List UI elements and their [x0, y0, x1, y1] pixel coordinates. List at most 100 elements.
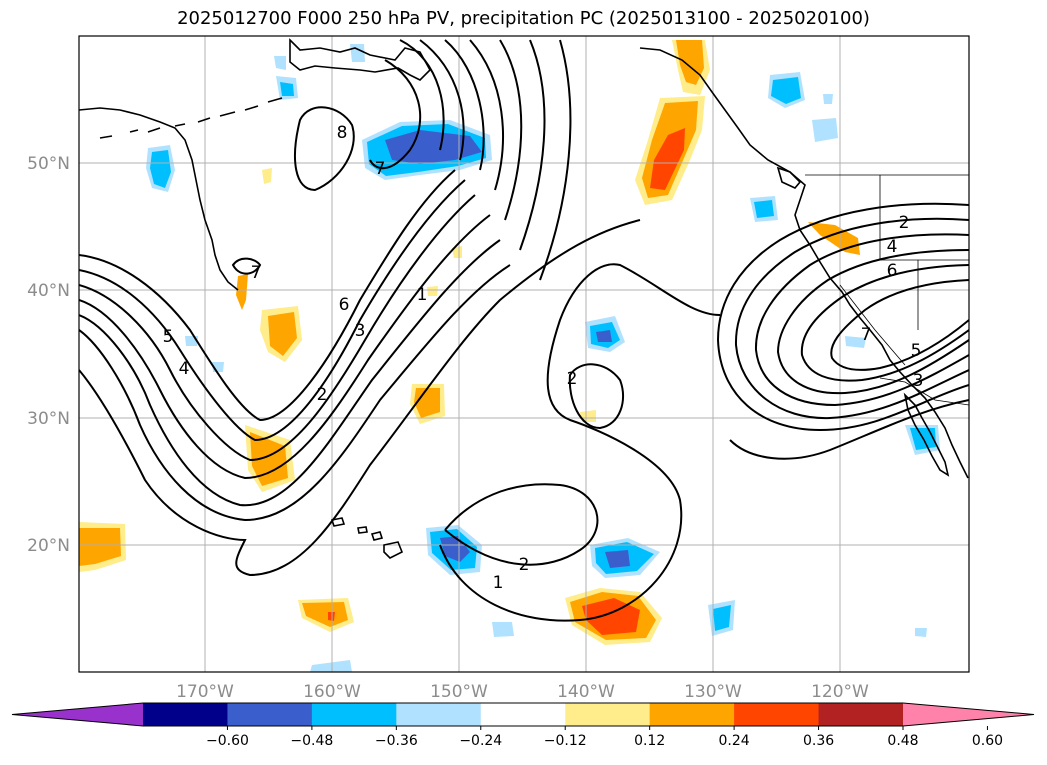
- contour-label: 8: [337, 123, 348, 143]
- state-borders: [805, 174, 969, 406]
- contour-label: 4: [179, 359, 190, 379]
- pv-contour: [79, 179, 466, 442]
- precip-negative-area: [280, 82, 294, 96]
- lon-label: 160°W: [303, 682, 361, 702]
- pv-contour: [469, 39, 504, 191]
- contour-label: 5: [911, 341, 922, 361]
- hawaii-islands: [330, 517, 404, 559]
- pv-contour: [231, 257, 262, 275]
- lon-label: 120°W: [811, 682, 869, 702]
- coastlines: [79, 38, 969, 559]
- latitude-labels: 50°N 40°N 30°N 20°N: [27, 154, 70, 556]
- colorbar-tick-label: −0.12: [544, 733, 587, 749]
- lon-label: 170°W: [176, 682, 234, 702]
- precip-negative-area: [310, 660, 352, 672]
- pv-contour: [294, 106, 355, 192]
- pv-contour: [568, 363, 625, 430]
- contour-label: 7: [251, 263, 262, 283]
- contour-label: 7: [375, 159, 386, 179]
- colorbar-segment: [311, 703, 397, 726]
- pv-contour: [79, 219, 641, 577]
- vancouver-island: [776, 166, 802, 189]
- colorbar-segment: [143, 703, 228, 726]
- pv-contour: [444, 483, 599, 566]
- map-frame: [78, 35, 970, 673]
- pv-contour: [830, 279, 969, 371]
- precip-negative-area: [350, 44, 365, 62]
- lon-label: 140°W: [557, 682, 615, 702]
- pv-contour: [439, 263, 721, 622]
- colorbar-tick-label: 0.36: [803, 733, 834, 749]
- contour-label: 7: [861, 325, 872, 345]
- precipitation-shading: [79, 40, 940, 672]
- pv-contour: [800, 264, 969, 382]
- contour-label: 6: [887, 261, 898, 281]
- lon-label: 150°W: [430, 682, 488, 702]
- contour-label: 2: [519, 555, 530, 575]
- colorbar-segment: [565, 703, 651, 726]
- contour-label: 5: [163, 327, 174, 347]
- precip-positive-area: [580, 410, 596, 422]
- pv-contour-labels: 8 7 7 6 5 4 3 2 1 2 2 1 2 4 6 7 5 3: [163, 123, 924, 593]
- precip-negative-area: [596, 330, 612, 342]
- pv-contour: [79, 194, 476, 462]
- pv-contour: [716, 202, 969, 432]
- pv-contour: [734, 217, 969, 420]
- colorbar-extend-max: [903, 703, 1034, 726]
- precip-negative-area: [274, 56, 286, 70]
- contour-label: 1: [417, 285, 428, 305]
- russia-coastline: [79, 107, 239, 291]
- precip-negative-area: [150, 150, 171, 188]
- colorbar-tick-label: −0.60: [206, 733, 249, 749]
- colorbar-tick-label: 0.60: [972, 733, 1003, 749]
- pv-contour: [79, 264, 511, 522]
- precip-positive-area: [302, 602, 348, 627]
- precip-positive-area: [676, 40, 704, 85]
- lon-label: 130°W: [684, 682, 742, 702]
- colorbar-segment: [734, 703, 820, 726]
- pv-contour: [539, 39, 572, 281]
- precip-positive-area: [427, 286, 438, 296]
- precip-positive-area: [250, 432, 288, 486]
- pv-contour: [519, 39, 546, 251]
- precip-positive-area: [582, 598, 640, 635]
- contour-label: 2: [317, 385, 328, 405]
- alaska-panhandle-coastline: [639, 47, 969, 479]
- pv-contour: [419, 39, 465, 161]
- precip-negative-area: [713, 605, 731, 631]
- contour-label: 2: [567, 369, 578, 389]
- pv-contour: [729, 399, 969, 460]
- pv-contour: [754, 233, 969, 407]
- precip-negative-area: [605, 550, 630, 568]
- lat-label: 40°N: [27, 281, 70, 301]
- pv-contour: [399, 39, 445, 151]
- colorbar-tick-label: 0.12: [634, 733, 665, 749]
- colorbar-tick-label: −0.36: [375, 733, 418, 749]
- colorbar-tick-label: 0.48: [887, 733, 918, 749]
- colorbar-tick-label: −0.48: [290, 733, 333, 749]
- baja-california: [903, 392, 950, 477]
- alaska-coastline: [289, 38, 431, 81]
- precip-positive-area: [262, 168, 272, 184]
- precip-positive-area: [79, 528, 121, 566]
- pv-contour: [79, 169, 456, 422]
- precip-negative-area: [915, 628, 927, 637]
- lat-label: 30°N: [27, 409, 70, 429]
- lat-label: 50°N: [27, 154, 70, 174]
- precip-negative-area: [812, 118, 838, 142]
- pv-contour: [776, 249, 969, 395]
- lat-label: 20°N: [27, 536, 70, 556]
- precip-negative-area: [754, 200, 774, 218]
- colorbar-segment: [227, 703, 313, 726]
- colorbar-segment: [480, 703, 566, 726]
- contour-label: 3: [913, 371, 924, 391]
- pv-contour: [79, 239, 501, 507]
- precip-negative-area: [385, 130, 482, 164]
- colorbar-extend-min: [12, 703, 143, 726]
- map-title: 2025012700 F000 250 hPa PV, precipitatio…: [177, 8, 870, 29]
- contour-label: 3: [355, 321, 366, 341]
- precip-positive-area: [808, 222, 860, 255]
- precip-negative-area: [771, 77, 801, 104]
- colorbar-tick-label: 0.24: [719, 733, 750, 749]
- colorbar: −0.60 −0.48 −0.36 −0.24 −0.12 0.12 0.24 0.36 0.4…: [11, 702, 1035, 749]
